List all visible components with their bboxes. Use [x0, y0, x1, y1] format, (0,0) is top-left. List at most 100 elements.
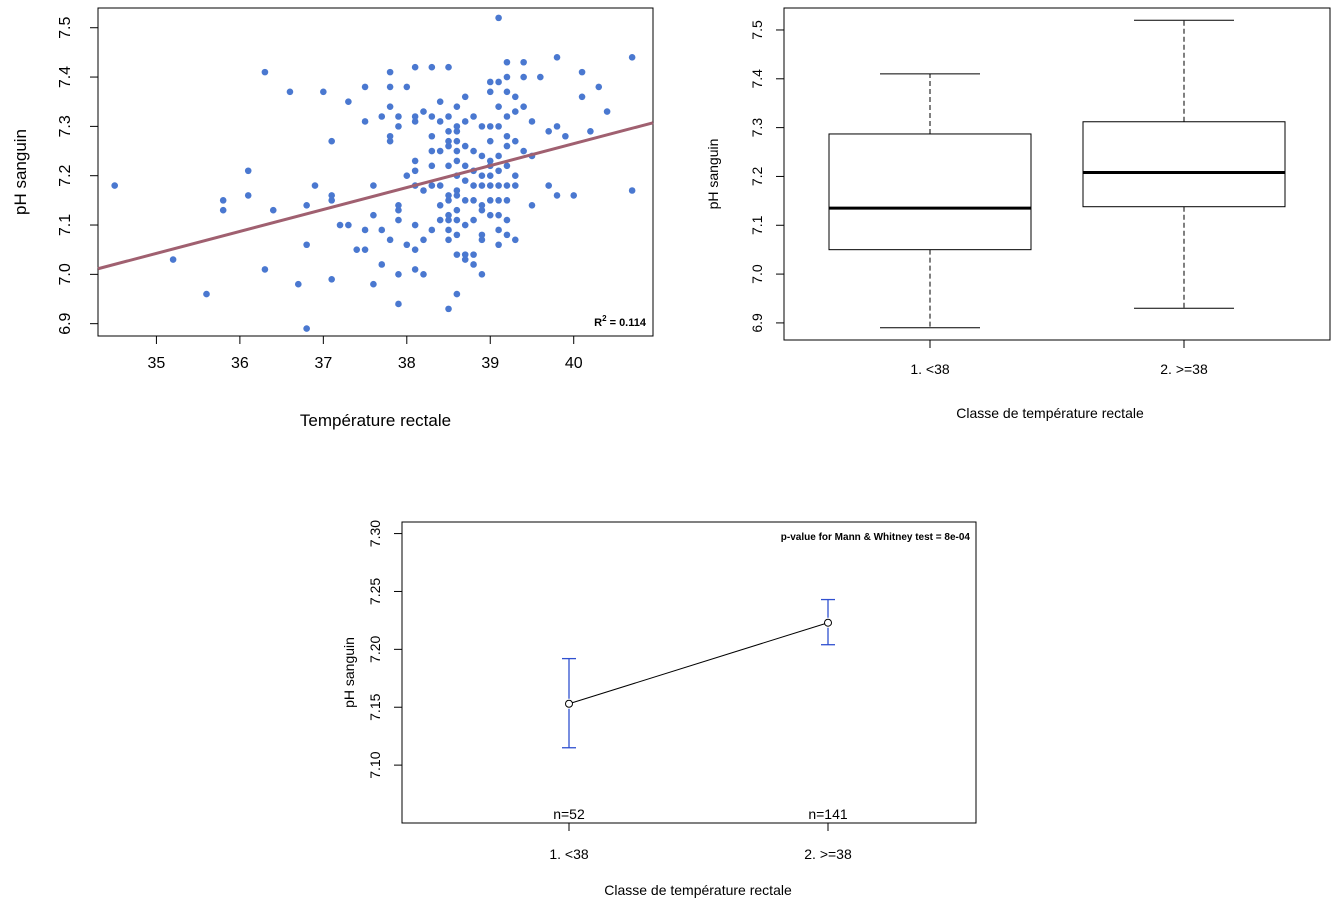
data-point	[511, 172, 519, 179]
data-point	[495, 211, 502, 219]
data-point	[486, 123, 494, 130]
data-point	[403, 241, 411, 249]
x-tick-label: 40	[565, 355, 583, 372]
data-point	[311, 182, 319, 189]
data-point	[511, 108, 519, 115]
data-point	[503, 142, 511, 150]
iqr-box	[1082, 121, 1286, 208]
data-point	[244, 192, 252, 199]
data-point	[453, 192, 461, 199]
data-point	[503, 132, 511, 140]
y-tick-label: 7.10	[367, 751, 383, 778]
data-point	[478, 182, 486, 189]
data-point	[503, 113, 511, 120]
data-point	[386, 83, 394, 91]
data-point	[286, 88, 294, 96]
data-point	[545, 182, 552, 189]
data-point	[503, 162, 511, 170]
data-point	[445, 192, 452, 199]
data-point	[545, 128, 552, 135]
data-point	[553, 54, 561, 61]
data-point	[495, 103, 502, 110]
data-point	[520, 58, 527, 66]
scatter-chart: 35 36 37 38 39 40 6.9 7.0 7.1 7.2 7.3 7.4 7.5 Tempéra…	[11, 7, 654, 430]
data-point	[436, 216, 444, 224]
data-point	[553, 192, 561, 199]
data-point	[486, 172, 494, 179]
data-point	[411, 221, 419, 229]
data-point	[370, 280, 377, 288]
data-point	[411, 266, 419, 273]
data-point	[461, 221, 469, 229]
data-point	[562, 132, 569, 140]
data-point	[453, 216, 461, 224]
data-point	[486, 88, 494, 96]
pvalue-annotation: p-value for Mann & Whitney test = 8e-04	[781, 532, 971, 543]
data-point	[445, 236, 452, 244]
data-point	[445, 142, 452, 150]
x-tick-label: 2. >=38	[804, 846, 852, 862]
data-point	[578, 68, 586, 76]
data-point	[336, 221, 344, 229]
data-point	[411, 113, 419, 120]
y-tick-label: 6.9	[57, 312, 74, 334]
data-point	[478, 231, 486, 239]
means-line	[568, 622, 829, 705]
y-tick-label: 7.1	[749, 215, 765, 235]
x-tick-label: 1. <38	[549, 846, 589, 862]
data-point	[411, 246, 419, 253]
data-point	[511, 182, 519, 189]
y-tick-label: 7.5	[57, 17, 74, 39]
regression-line	[97, 121, 654, 271]
data-point	[303, 201, 310, 209]
data-point	[470, 216, 477, 224]
data-point	[478, 206, 486, 214]
data-point	[370, 182, 377, 189]
data-point	[386, 132, 394, 140]
data-point	[411, 118, 419, 125]
data-point	[428, 63, 436, 71]
n-label: n=52	[553, 806, 585, 822]
means-panel: n=52 1. <38 n=141 2. >=38 7.10 7.15 7.20 7.25 7.…	[320, 500, 1000, 904]
data-point	[495, 241, 502, 249]
x-tick-label: 39	[481, 355, 499, 372]
data-point	[395, 216, 402, 224]
data-point	[436, 118, 444, 125]
boxplot-chart: 1. <38 2. >=38 6.9 7.0 7.1 7.2 7.3 7.4 7.5 Classe…	[705, 7, 1331, 421]
data-point	[486, 182, 494, 189]
data-point	[411, 157, 419, 165]
data-point	[478, 152, 486, 160]
data-point	[486, 211, 494, 219]
data-point	[445, 197, 452, 204]
data-point	[111, 182, 118, 189]
data-point	[470, 197, 477, 204]
data-point	[445, 113, 452, 120]
data-point	[445, 162, 452, 170]
data-point	[503, 58, 511, 66]
data-point	[436, 182, 444, 189]
y-tick-label: 7.1	[57, 214, 74, 236]
data-point	[528, 118, 536, 125]
y-tick-label: 7.3	[749, 118, 765, 138]
data-point	[303, 325, 310, 332]
x-tick-label: 38	[398, 355, 416, 372]
y-tick-label: 7.25	[367, 578, 383, 605]
data-point	[320, 88, 327, 96]
data-point	[503, 73, 511, 81]
data-point	[428, 182, 436, 189]
data-point	[453, 103, 461, 110]
y-tick-label: 7.30	[367, 520, 383, 547]
x-tick-label: 37	[314, 355, 332, 372]
y-tick-label: 7.0	[749, 264, 765, 284]
data-point	[411, 63, 419, 71]
data-point	[378, 261, 386, 268]
data-point	[486, 137, 494, 145]
data-point	[395, 300, 402, 308]
data-point	[453, 206, 461, 214]
data-point	[395, 271, 402, 278]
x-tick-label: 35	[148, 355, 166, 372]
data-point	[495, 182, 502, 189]
data-point	[470, 182, 477, 189]
data-point	[503, 182, 511, 189]
data-point	[386, 103, 394, 110]
